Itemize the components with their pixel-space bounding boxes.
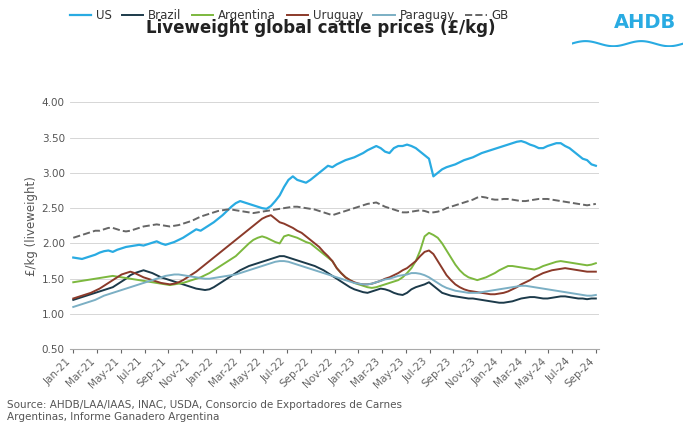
Text: Source: AHDB/LAA/IAAS, INAC, USDA, Consorcio de Exportadores de Carnes
Argentina: Source: AHDB/LAA/IAAS, INAC, USDA, Conso… bbox=[7, 400, 402, 422]
Y-axis label: £/kg (liveweight): £/kg (liveweight) bbox=[24, 176, 38, 276]
Text: AHDB: AHDB bbox=[614, 13, 676, 32]
Text: Liveweight global cattle prices (£/kg): Liveweight global cattle prices (£/kg) bbox=[146, 19, 496, 37]
Legend: US, Brazil, Argentina, Uruguay, Paraguay, GB: US, Brazil, Argentina, Uruguay, Paraguay… bbox=[65, 4, 513, 27]
